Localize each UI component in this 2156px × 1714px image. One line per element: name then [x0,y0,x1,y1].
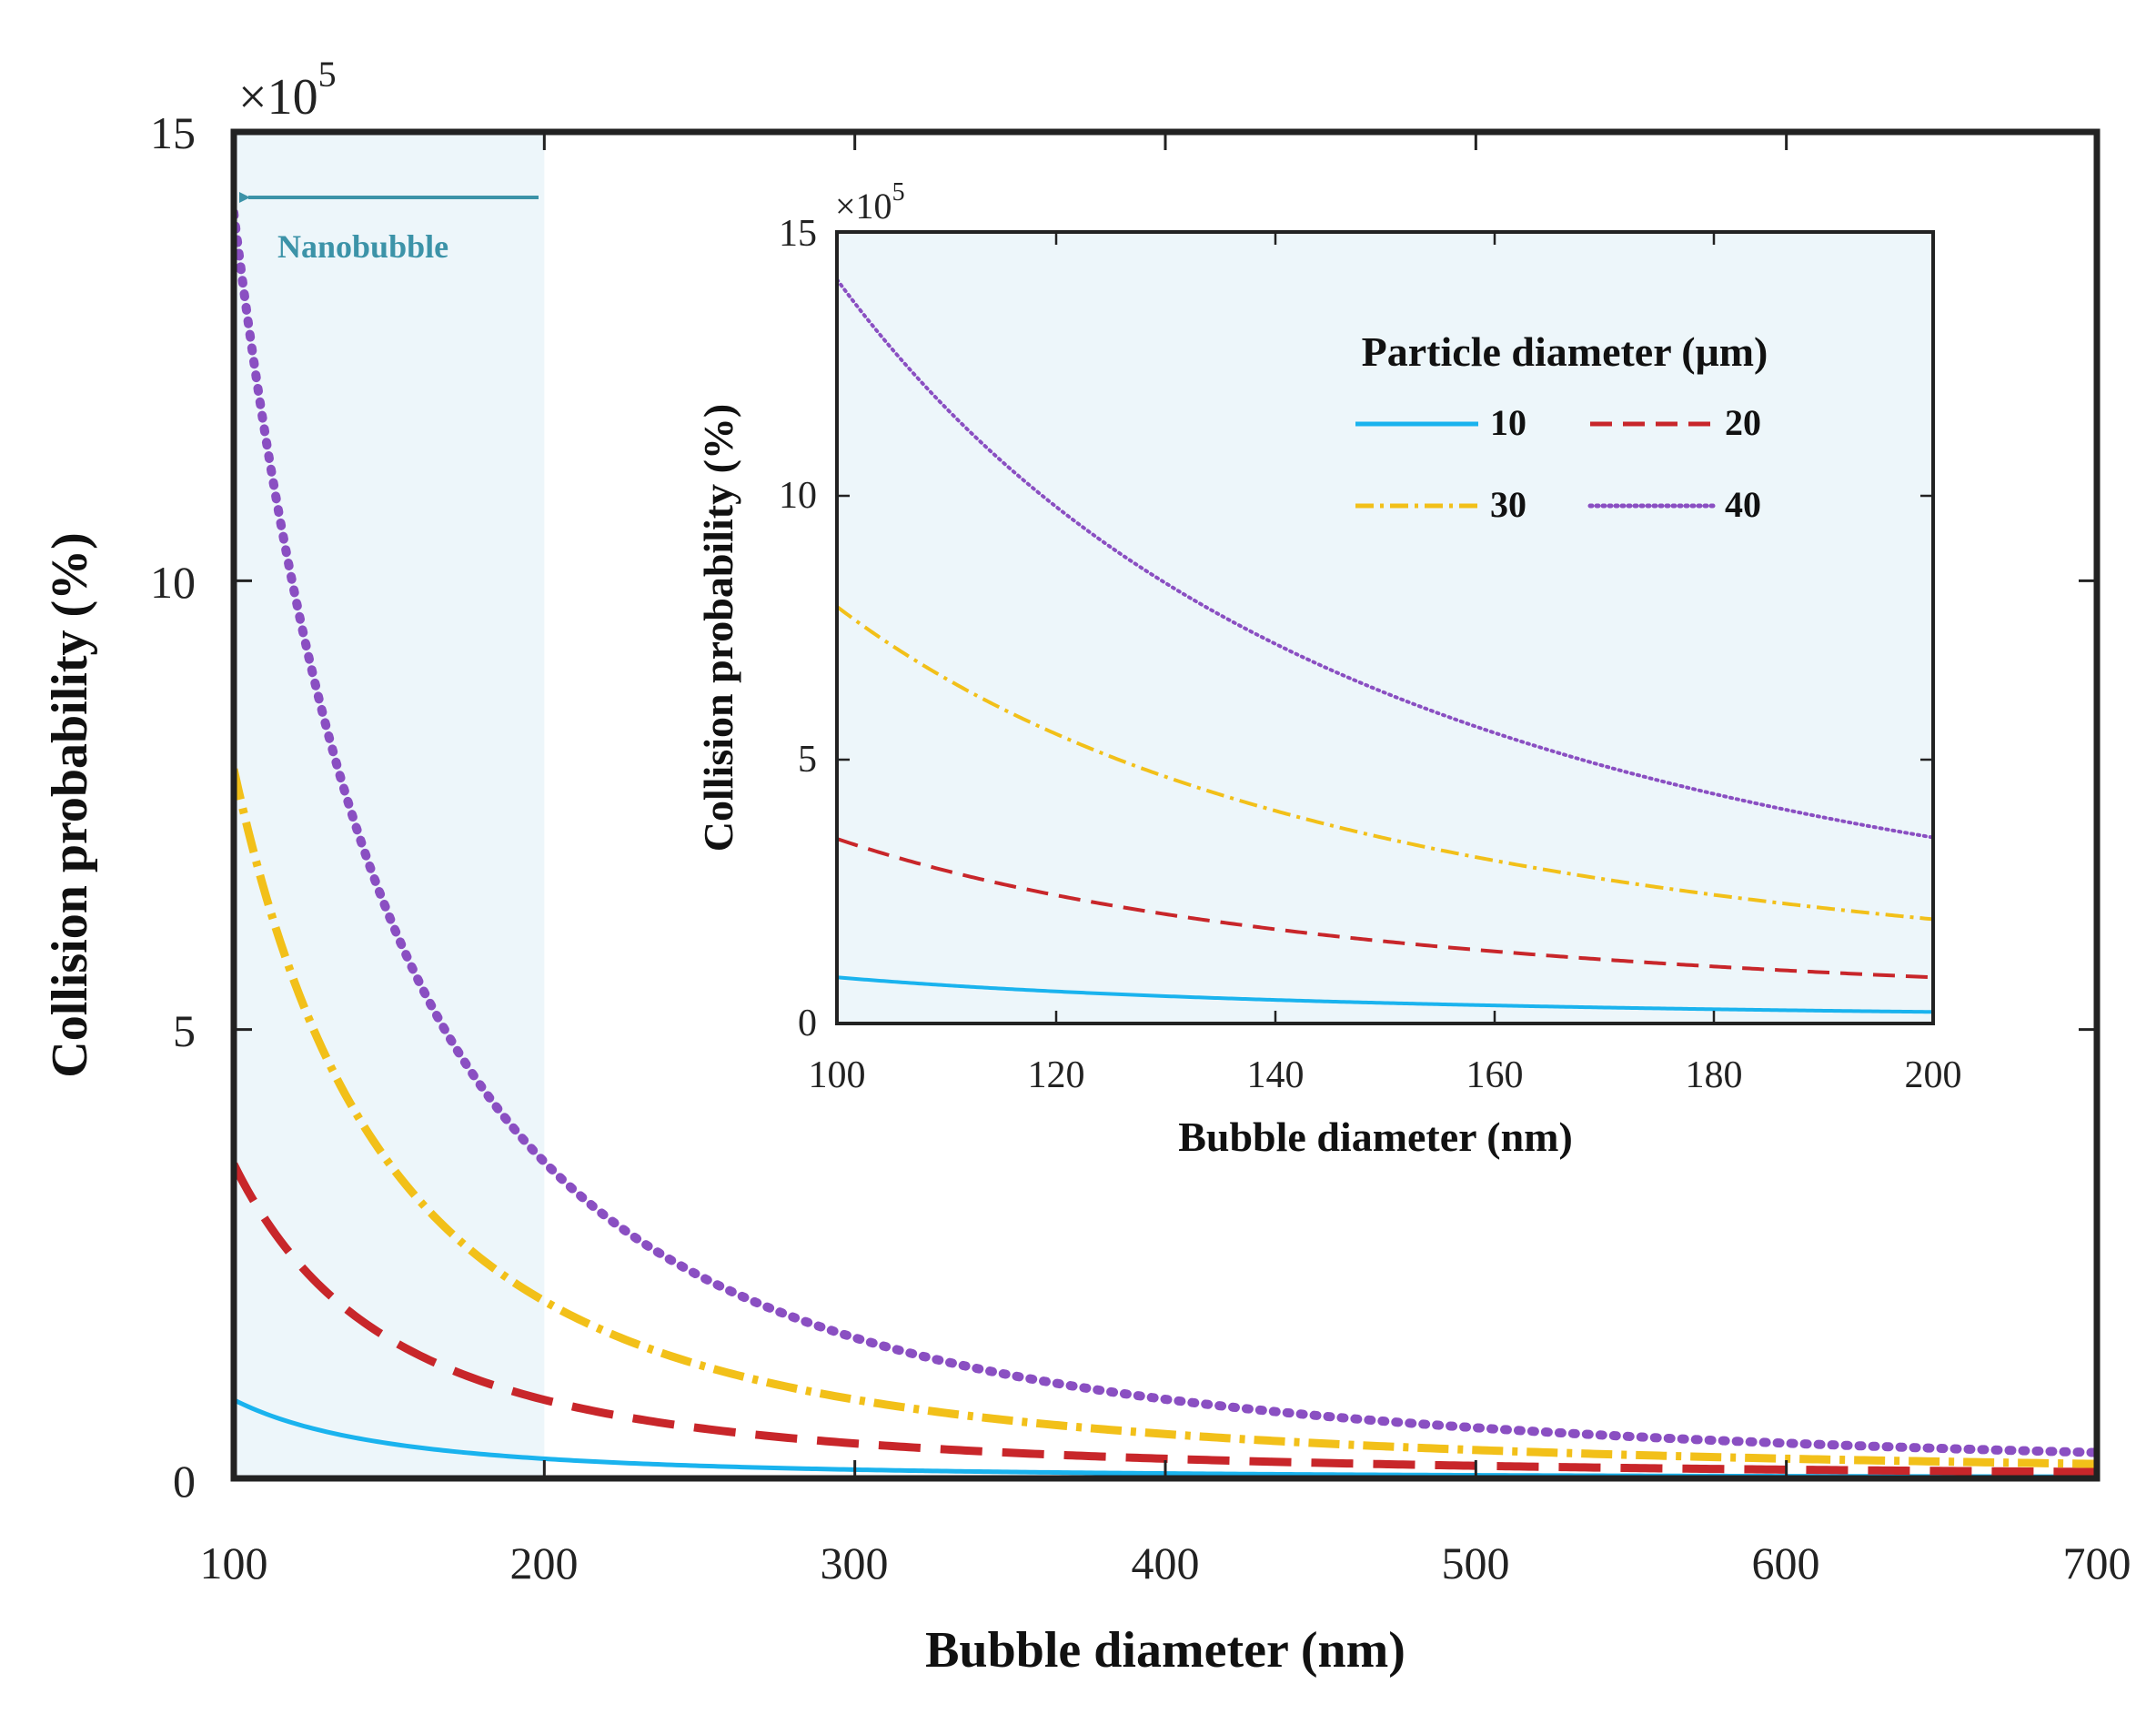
main-series-line-20 [234,1162,2097,1477]
main-y-tick-label: 0 [173,1456,196,1507]
nanobubble-label: Nanobubble [277,228,448,265]
legend-label-10: 10 [1490,402,1526,443]
main-y-axis-title: Collision probability (%) [42,532,98,1078]
main-series-line-40 [234,207,2097,1457]
main-y-exponent: ×105 [238,54,337,126]
inset-series-line-10 [837,975,1933,1014]
inset-y-tick-label: 5 [798,739,817,781]
inset-y-exponent: ×105 [835,178,905,227]
legend-title: Particle diameter (μm) [1362,328,1768,375]
inset-plot: 100 120 140 160 180 200 0 5 10 15 ×105 B… [695,178,1962,1160]
inset-series-line-30 [837,605,1933,922]
main-y-tick-labels: 0 5 10 15 [150,107,196,1507]
main-x-tick-label: 200 [510,1538,579,1588]
main-y-tick-label: 5 [173,1005,196,1056]
legend-label-40: 40 [1725,484,1761,525]
inset-y-tick-label: 15 [779,213,817,255]
inset-y-tick-label: 10 [779,475,817,517]
inset-y-axis-title: Collision probability (%) [695,404,741,852]
inset-x-tick-label: 100 [809,1054,866,1096]
inset-x-axis-title: Bubble diameter (nm) [1178,1114,1573,1160]
inset-x-tick-label: 180 [1686,1054,1743,1096]
main-x-axis-title: Bubble diameter (nm) [925,1622,1405,1679]
inset-x-tick-label: 160 [1466,1054,1524,1096]
inset-x-tick-label: 140 [1247,1054,1305,1096]
main-y-exponent-power: 5 [318,54,337,95]
inset-y-exponent-power: 5 [892,178,905,207]
main-x-tick-label: 100 [200,1538,268,1588]
inset-series-group [837,277,1933,1014]
inset-series-line-20 [837,837,1933,980]
inset-series-line-40 [837,277,1933,840]
nanobubble-region [234,132,545,1478]
main-x-tick-label: 500 [1442,1538,1510,1588]
inset-plot-background [837,232,1933,1023]
main-x-tick-label: 300 [821,1538,889,1588]
inset-x-tick-label: 120 [1028,1054,1085,1096]
main-x-tick-labels: 100 200 300 400 500 600 700 [200,1538,2131,1588]
inset-y-exponent-prefix: ×10 [835,186,892,227]
main-x-tick-label: 700 [2063,1538,2131,1588]
legend-label-20: 20 [1725,402,1761,443]
inset-x-tick-labels: 100 120 140 160 180 200 [809,1054,1962,1096]
main-x-tick-label: 400 [1132,1538,1200,1588]
inset-y-tick-labels: 0 5 10 15 [779,213,817,1044]
main-y-tick-label: 10 [150,557,196,608]
inset-x-tick-label: 200 [1905,1054,1962,1096]
main-plot-frame [230,128,2101,1482]
legend: Particle diameter (μm) 10 20 30 40 [1355,328,1768,525]
main-x-tick-label: 600 [1752,1538,1820,1588]
inset-plot-frame [835,230,1935,1025]
main-y-exponent-prefix: ×10 [238,69,318,126]
inset-y-tick-label: 0 [798,1003,817,1044]
main-series-line-30 [234,768,2097,1468]
main-y-tick-label: 15 [150,107,196,158]
legend-label-30: 30 [1490,484,1526,525]
legend-entries: 10 20 30 40 [1355,402,1761,525]
